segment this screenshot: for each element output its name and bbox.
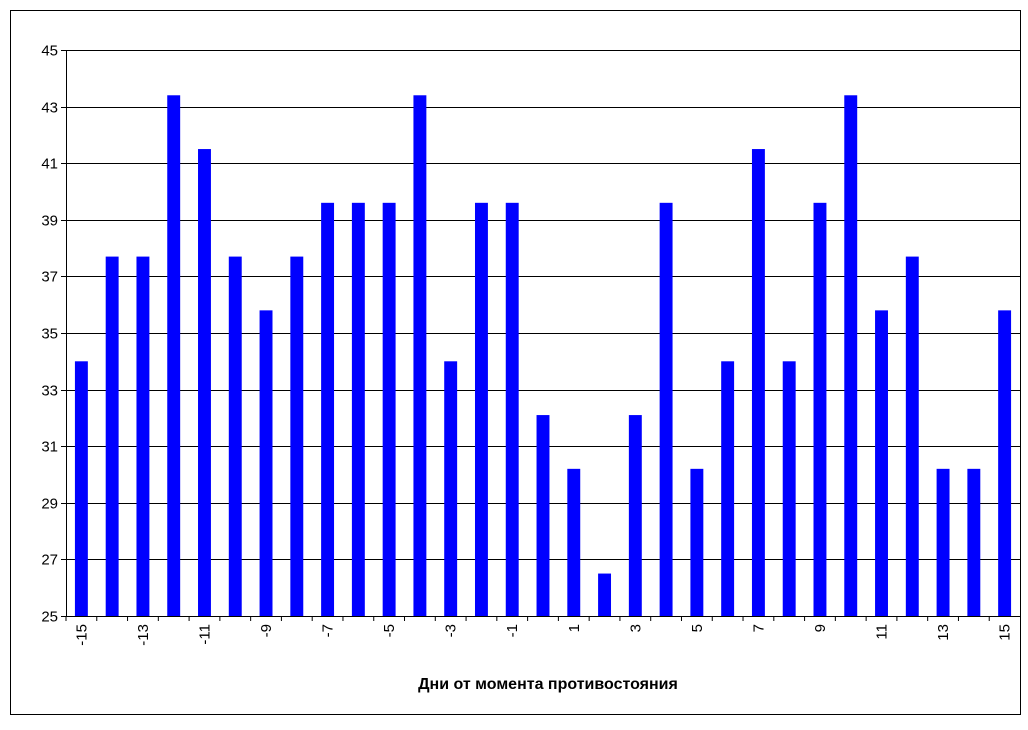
x-tick-label: -9: [258, 624, 275, 637]
bar: [198, 149, 211, 617]
x-tick-label: 5: [689, 624, 706, 632]
bar: [413, 95, 427, 616]
bar: [228, 256, 242, 616]
bar: [290, 256, 304, 616]
bar: [844, 95, 858, 616]
bar: [967, 468, 981, 616]
bar: [751, 149, 765, 617]
y-tick-label: 31: [41, 439, 58, 456]
bar: [505, 202, 519, 616]
bar: [351, 202, 365, 616]
bar: [782, 361, 796, 616]
y-tick-label: 29: [41, 496, 58, 513]
bar: [136, 256, 150, 616]
bar: [905, 256, 919, 616]
y-tick-label: 45: [41, 43, 58, 60]
x-tick-label: -15: [73, 624, 90, 646]
bar: [628, 415, 642, 616]
x-tick-label: -7: [320, 624, 337, 637]
x-tick-label: 9: [812, 624, 829, 632]
bar: [382, 202, 396, 616]
y-tick-label: 33: [41, 383, 58, 400]
bar: [936, 468, 950, 616]
x-tick-label: -11: [196, 624, 213, 645]
bar: [105, 256, 119, 616]
x-tick-label: 13: [935, 624, 952, 641]
x-tick-label: 7: [750, 624, 767, 632]
y-tick-label: 25: [41, 609, 58, 626]
bar: [875, 310, 888, 616]
y-tick-label: 35: [41, 326, 58, 343]
bar: [567, 468, 581, 616]
y-tick-label: 27: [41, 552, 58, 569]
y-tick-label: 39: [41, 213, 58, 230]
x-tick-label: -13: [135, 624, 152, 646]
x-tick-label: -1: [504, 624, 521, 637]
y-tick-label: 43: [41, 100, 58, 117]
bar: [813, 202, 827, 616]
bar: [74, 361, 88, 616]
x-axis-title: Дни от момента противостояния: [418, 676, 678, 693]
x-tick-label: 1: [566, 624, 583, 632]
x-tick-label: 3: [627, 624, 644, 632]
x-tick-label: 11: [874, 624, 891, 640]
x-tick-label: -3: [443, 624, 460, 637]
bar: [998, 310, 1012, 616]
bar: [321, 202, 335, 616]
y-tick-label: 37: [41, 269, 58, 286]
bar: [259, 310, 273, 616]
bar: [474, 202, 488, 616]
bar: [598, 573, 612, 616]
bar: [536, 415, 550, 616]
x-tick-label: -5: [381, 624, 398, 637]
bar: [444, 361, 458, 616]
bar: [167, 95, 181, 616]
bar: [721, 361, 735, 616]
x-tick-label: 15: [997, 624, 1014, 641]
bar: [690, 468, 704, 616]
bar: [659, 202, 673, 616]
y-tick-label: 41: [41, 156, 58, 173]
